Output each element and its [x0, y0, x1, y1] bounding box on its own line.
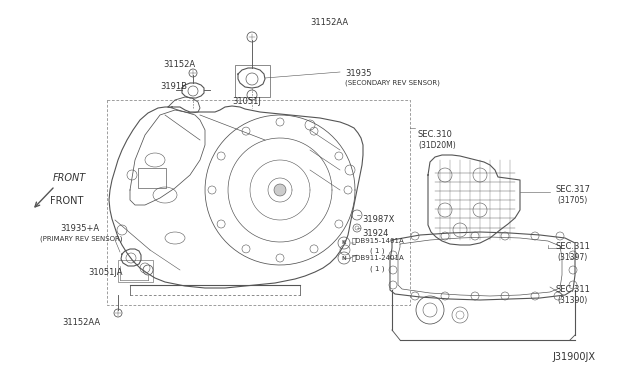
Text: SEC.317: SEC.317	[555, 185, 590, 194]
Circle shape	[274, 184, 286, 196]
Text: ⒶDB915-1401A: ⒶDB915-1401A	[352, 237, 404, 244]
Text: 31935: 31935	[345, 69, 371, 78]
Text: N: N	[342, 256, 346, 260]
Text: 31051JA: 31051JA	[88, 268, 122, 277]
Bar	[235, 65, 270, 97]
Text: (31397): (31397)	[557, 253, 588, 262]
Text: SEC.311: SEC.311	[555, 285, 590, 294]
Text: (31390): (31390)	[557, 296, 588, 305]
Text: J31900JX: J31900JX	[552, 352, 595, 362]
Text: FRONT: FRONT	[50, 196, 83, 206]
Text: ( 1 ): ( 1 )	[370, 265, 385, 272]
Text: 3191B: 3191B	[160, 82, 187, 91]
Text: (31D20M): (31D20M)	[418, 141, 456, 150]
Text: (31705): (31705)	[557, 196, 588, 205]
Text: (SECONDARY REV SENSOR): (SECONDARY REV SENSOR)	[345, 80, 440, 87]
Text: SEC.310: SEC.310	[418, 130, 453, 139]
Text: 31152AA: 31152AA	[62, 318, 100, 327]
Text: FRONT: FRONT	[53, 173, 86, 183]
Text: 31935+A: 31935+A	[60, 224, 99, 233]
Text: 31051J: 31051J	[232, 97, 261, 106]
Text: ( 1 ): ( 1 )	[370, 248, 385, 254]
Text: ⓃDB911-2401A: ⓃDB911-2401A	[352, 254, 404, 261]
Text: 31924: 31924	[362, 229, 388, 238]
Text: 31152AA: 31152AA	[310, 18, 348, 27]
Text: (PRIMARY REV SENSOR): (PRIMARY REV SENSOR)	[40, 235, 122, 241]
Text: 31987X: 31987X	[362, 215, 394, 224]
Text: SEC.311: SEC.311	[555, 242, 590, 251]
Bar	[138, 168, 166, 188]
Text: 31152A: 31152A	[163, 60, 195, 69]
Text: K: K	[342, 241, 346, 246]
Bar	[118, 260, 153, 282]
